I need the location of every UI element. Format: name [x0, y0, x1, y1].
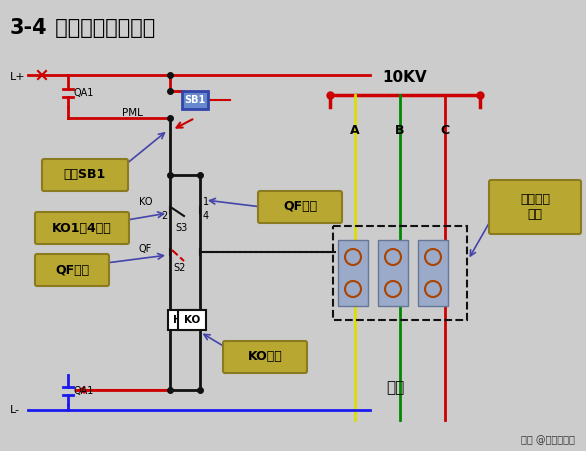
- FancyBboxPatch shape: [178, 310, 206, 330]
- Text: 3-4: 3-4: [10, 18, 47, 38]
- Text: 真空开关
合上: 真空开关 合上: [520, 193, 550, 221]
- Text: KO1、4接通: KO1、4接通: [52, 221, 112, 235]
- FancyBboxPatch shape: [35, 254, 109, 286]
- Text: QA1: QA1: [74, 386, 94, 396]
- Text: HQ: HQ: [173, 315, 191, 325]
- Text: S3: S3: [175, 223, 188, 233]
- Text: SB1: SB1: [185, 95, 206, 105]
- FancyBboxPatch shape: [182, 91, 208, 109]
- Text: 10KV: 10KV: [383, 70, 427, 85]
- Text: 2: 2: [161, 211, 167, 221]
- Text: 头条 @兴福园电力: 头条 @兴福园电力: [521, 435, 575, 445]
- Text: KO: KO: [138, 197, 152, 207]
- FancyBboxPatch shape: [258, 191, 342, 223]
- Text: L+: L+: [10, 72, 26, 82]
- FancyBboxPatch shape: [223, 341, 307, 373]
- Text: QF接通: QF接通: [283, 201, 317, 213]
- FancyBboxPatch shape: [418, 240, 448, 306]
- FancyBboxPatch shape: [42, 159, 128, 191]
- Text: QF: QF: [139, 244, 152, 254]
- Text: QA1: QA1: [74, 88, 94, 98]
- Text: 按下SB1: 按下SB1: [64, 169, 106, 181]
- Text: 4: 4: [203, 211, 209, 221]
- Text: S2: S2: [173, 263, 185, 273]
- FancyBboxPatch shape: [35, 212, 129, 244]
- FancyBboxPatch shape: [168, 310, 196, 330]
- Text: QF断开: QF断开: [55, 263, 89, 276]
- FancyBboxPatch shape: [378, 240, 408, 306]
- FancyBboxPatch shape: [489, 180, 581, 234]
- Text: 防止开关跳跃原理: 防止开关跳跃原理: [42, 18, 155, 38]
- Text: L-: L-: [10, 405, 20, 415]
- Text: PML: PML: [122, 108, 143, 118]
- Text: C: C: [441, 124, 449, 137]
- Text: KO得电: KO得电: [248, 350, 282, 364]
- Text: B: B: [395, 124, 405, 137]
- Text: 1: 1: [203, 197, 209, 207]
- Text: A: A: [350, 124, 360, 137]
- FancyBboxPatch shape: [338, 240, 368, 306]
- Text: KO: KO: [184, 315, 200, 325]
- Text: 负载: 负载: [386, 381, 404, 396]
